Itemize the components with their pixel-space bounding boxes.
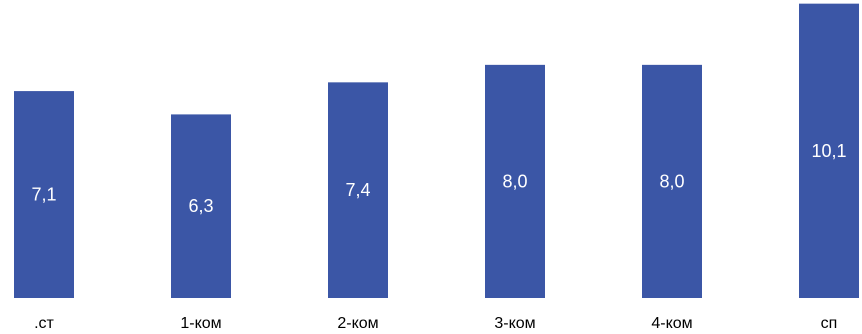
- category-label-5: сп: [821, 315, 838, 332]
- bar-value-label-5: 10,1: [811, 141, 846, 161]
- bar-1: [171, 114, 231, 299]
- bars-group: [14, 3, 859, 299]
- bar-3: [485, 64, 545, 298]
- bar-value-label-3: 8,0: [502, 171, 527, 191]
- bar-value-label-4: 8,0: [659, 171, 684, 191]
- bar-0: [14, 91, 74, 298]
- bar-value-label-1: 6,3: [188, 196, 213, 216]
- category-label-1: 1-ком: [180, 315, 221, 332]
- bar-5: [799, 3, 859, 299]
- bar-2: [328, 82, 388, 298]
- category-label-3: 3-ком: [494, 315, 535, 332]
- category-label-4: 4-ком: [651, 315, 692, 332]
- category-label-0: .ст: [34, 315, 54, 332]
- value-labels-group: 7,1 6,3 7,4 8,0 8,0 10,1: [31, 141, 846, 216]
- category-labels-group: .ст 1-ком 2-ком 3-ком 4-ком сп: [34, 315, 837, 332]
- category-label-2: 2-ком: [337, 315, 378, 332]
- bar-value-label-2: 7,4: [345, 180, 370, 200]
- bar-4: [642, 64, 702, 298]
- bar-value-label-0: 7,1: [31, 185, 56, 205]
